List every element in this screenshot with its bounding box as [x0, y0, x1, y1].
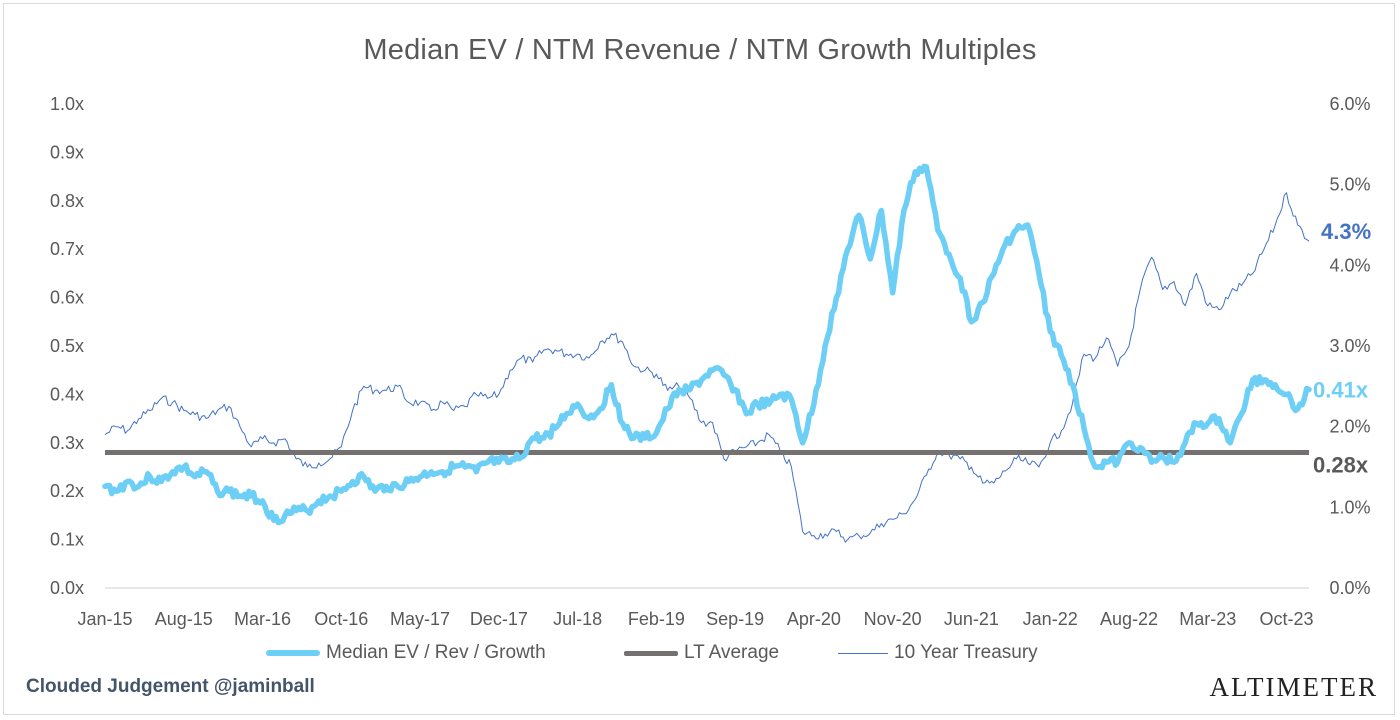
x-tick-label: Oct-16 — [314, 609, 368, 629]
y-left-tick-label: 0.3x — [50, 433, 84, 453]
y-right-tick-label: 0.0% — [1329, 578, 1370, 598]
legend-label-lt-average: LT Average — [684, 642, 780, 663]
chart-title: Median EV / NTM Revenue / NTM Growth Mul… — [363, 34, 1037, 66]
y-right-tick-label: 3.0% — [1329, 336, 1370, 356]
end-label-10-year-treasury: 4.3% — [1321, 219, 1371, 244]
x-tick-label: Oct-23 — [1259, 609, 1313, 629]
legend-item-lt-average: LT Average — [624, 642, 779, 664]
x-tick-label: Nov-20 — [864, 609, 922, 629]
x-tick-label: Jun-21 — [944, 609, 999, 629]
legend-item-treasury: 10 Year Treasury — [838, 642, 1038, 664]
x-tick-label: May-17 — [390, 609, 450, 629]
legend-item-median: Median EV / Rev / Growth — [266, 642, 546, 664]
legend-swatch-median — [266, 650, 320, 656]
y-left-tick-label: 0.8x — [50, 191, 84, 211]
end-label-lt-average: 0.28x — [1313, 452, 1369, 477]
x-tick-label: Apr-20 — [787, 609, 841, 629]
series-line-median-ev-rev-growth — [102, 163, 1312, 526]
x-tick-label: Feb-19 — [628, 609, 685, 629]
legend-label-treasury: 10 Year Treasury — [894, 642, 1038, 663]
y-left-tick-label: 0.5x — [50, 336, 84, 356]
x-tick-label: Mar-23 — [1179, 609, 1236, 629]
legend-label-median: Median EV / Rev / Growth — [326, 642, 546, 663]
series-line-10-year-treasury — [104, 192, 1310, 543]
y-right-tick-label: 4.0% — [1329, 255, 1370, 275]
x-tick-label: Aug-15 — [155, 609, 213, 629]
x-tick-label: Jan-15 — [77, 609, 132, 629]
x-tick-label: Sep-19 — [706, 609, 764, 629]
y-left-tick-label: 1.0x — [50, 94, 84, 114]
legend-swatch-treasury — [838, 652, 888, 654]
y-right-tick-label: 1.0% — [1329, 497, 1370, 517]
y-left-tick-label: 0.2x — [50, 481, 84, 501]
x-tick-label: Dec-17 — [470, 609, 528, 629]
y-right-tick-label: 5.0% — [1329, 175, 1370, 195]
x-tick-label: Aug-22 — [1100, 609, 1158, 629]
y-left-tick-label: 0.6x — [50, 288, 84, 308]
y-left-tick-label: 0.1x — [50, 530, 84, 550]
brand-logo: ALTIMETER — [1209, 672, 1378, 702]
y-left-tick-label: 0.7x — [50, 239, 84, 259]
y-right-tick-label: 6.0% — [1329, 94, 1370, 114]
credit-text: Clouded Judgement @jaminball — [26, 676, 315, 697]
y-left-tick-label: 0.4x — [50, 384, 84, 404]
y-left-tick-label: 0.0x — [50, 578, 84, 598]
chart-legend: Median EV / Rev / Growth LT Average 10 Y… — [0, 642, 1400, 668]
chart-plot-area: 0.0x 0.1x 0.2x 0.3x 0.4x 0.5x 0.6x 0.7x 0.8x 0.9x… — [50, 94, 1371, 629]
legend-swatch-lt-average — [624, 650, 678, 656]
y-left-tick-label: 0.9x — [50, 142, 84, 162]
end-label-median: 0.41x — [1313, 378, 1369, 403]
x-tick-label: Jul-18 — [553, 609, 602, 629]
x-tick-label: Mar-16 — [234, 609, 291, 629]
y-right-tick-label: 2.0% — [1329, 417, 1370, 437]
chart-frame — [3, 3, 1395, 715]
x-tick-label: Jan-22 — [1023, 609, 1078, 629]
